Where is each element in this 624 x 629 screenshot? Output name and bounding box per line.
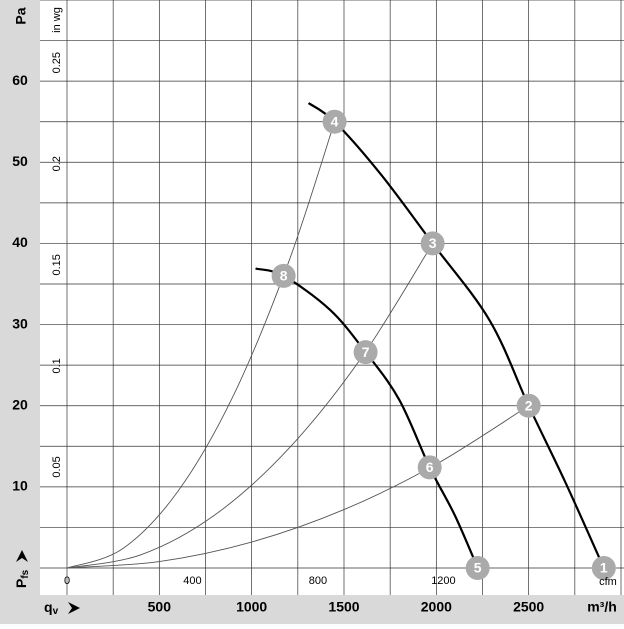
x-symbol: qv (44, 599, 59, 617)
y-symbol-sub: fs (20, 569, 31, 578)
point-label: 8 (280, 268, 288, 284)
operating-point (353, 340, 378, 365)
y-tick-label: 20 (12, 396, 28, 412)
x-symbol-sub: v (53, 606, 59, 617)
point-label: 2 (525, 397, 533, 413)
y2-tick-label: 0.15 (51, 254, 63, 275)
x2-tick-label: 400 (183, 575, 201, 587)
curve (66, 405, 529, 569)
y2-tick-label: 0.05 (51, 456, 63, 477)
point-label: 3 (429, 235, 437, 251)
operating-point (465, 556, 490, 580)
y-tick-label: 10 (12, 478, 28, 494)
y2-tick-label: 0.25 (51, 52, 63, 73)
x2-tick-label: 0 (64, 575, 70, 587)
x-tick-label: 2500 (513, 599, 544, 615)
x2-axis-label: cfm (599, 576, 617, 588)
y-tick-label: 60 (12, 72, 28, 88)
y-arrow (16, 550, 28, 562)
curve (66, 243, 434, 569)
x-tick-label: 2000 (421, 599, 452, 615)
y-tick-label: 30 (12, 315, 28, 331)
operating-point (516, 393, 541, 418)
x-arrow (68, 602, 80, 614)
operating-point (322, 109, 347, 134)
point-label: 7 (362, 344, 370, 360)
curve (307, 102, 605, 569)
x-tick-label: 1000 (236, 599, 267, 615)
y-tick-label: 40 (12, 234, 28, 250)
x-tick-label: 1500 (328, 599, 359, 615)
x-tick-label: 500 (148, 599, 172, 615)
y-axis-label: Pa (13, 7, 29, 24)
y-tick-label: 50 (12, 153, 28, 169)
curve (66, 121, 336, 569)
operating-point (591, 556, 616, 580)
point-label: 4 (331, 113, 339, 129)
operating-point (417, 455, 442, 480)
x2-tick-label: 1200 (431, 575, 455, 587)
x2-tick-label: 800 (309, 575, 327, 587)
left-strip (0, 0, 40, 624)
point-label: 6 (426, 459, 434, 475)
y2-tick-label: 0.2 (51, 156, 63, 171)
point-label: 1 (600, 560, 608, 576)
y2-axis-label: in wg (51, 7, 63, 33)
x-symbol-main: q (44, 599, 53, 615)
x-axis-label: m³/h (587, 599, 617, 615)
operating-point (271, 263, 296, 288)
point-label: 5 (474, 560, 482, 576)
y2-tick-label: 0.1 (51, 358, 63, 373)
y-symbol: Pfs (13, 569, 31, 588)
bottom-strip (0, 595, 624, 624)
y-symbol-main: P (13, 579, 29, 588)
operating-point (420, 231, 445, 256)
